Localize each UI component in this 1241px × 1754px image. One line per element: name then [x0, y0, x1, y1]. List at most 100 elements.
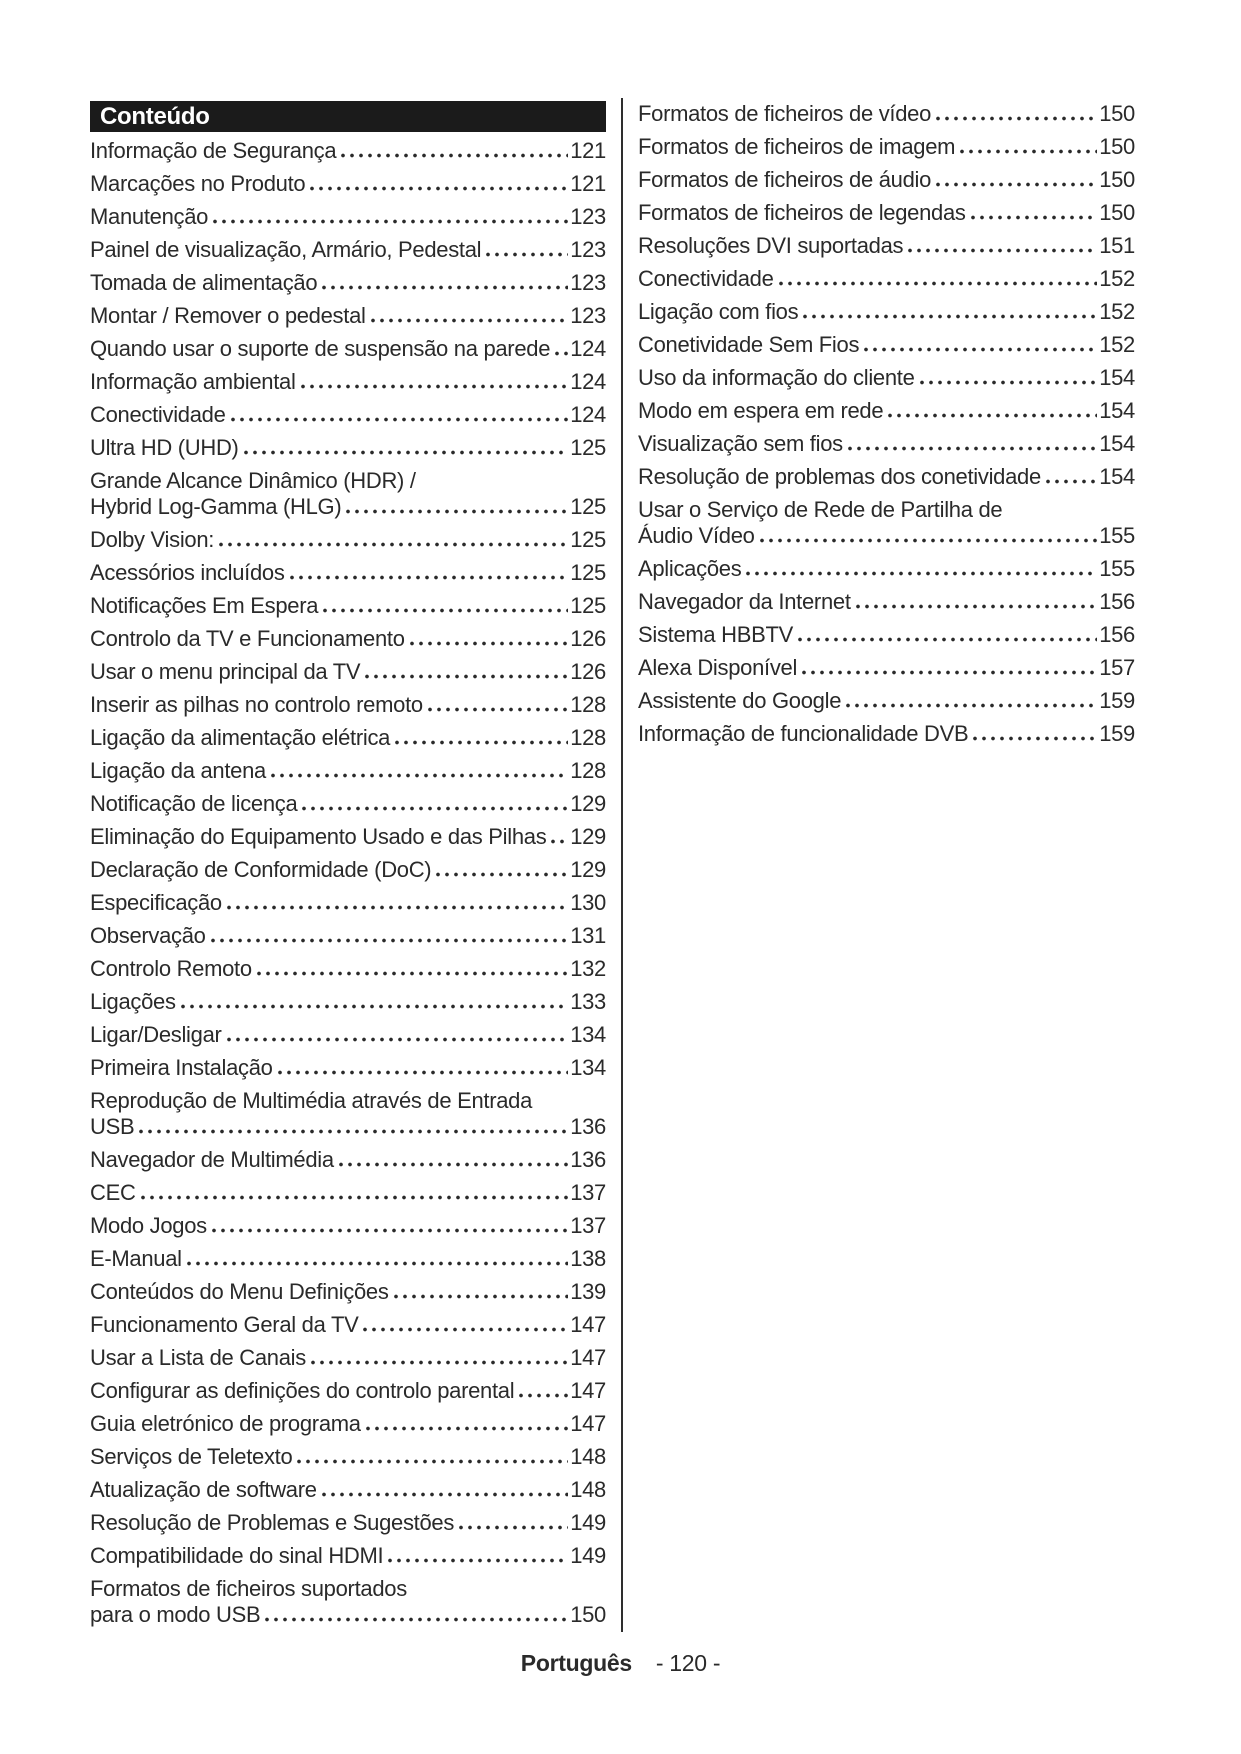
toc-entry-title: Uso da informação do cliente [638, 365, 915, 390]
toc-entry: Hybrid Log-Gamma (HLG) 125 [90, 493, 606, 520]
toc-entry-title: Aplicações [638, 556, 742, 581]
toc-leader-dots [363, 1327, 569, 1332]
toc-entry-page: 125 [570, 435, 606, 460]
toc-column-right: Formatos de ficheiros de vídeo 150 Formato… [638, 100, 1135, 753]
toc-entry-title: Observação [90, 923, 206, 948]
toc-entry-page: 129 [570, 824, 606, 849]
toc-entry: Grande Alcance Dinâmico (HDR) / [90, 467, 606, 494]
toc-entry-page: 147 [570, 1312, 606, 1337]
toc-leader-dots [289, 575, 569, 580]
page-footer: Português - 120 - [0, 1650, 1241, 1677]
toc-entry-page: 156 [1099, 622, 1135, 647]
toc-leader-dots [210, 938, 569, 943]
toc-entry: Declaração de Conformidade (DoC) 129 [90, 856, 606, 883]
toc-entry-page: 121 [570, 138, 606, 163]
toc-entry: Usar o Serviço de Rede de Partilha de [638, 496, 1135, 523]
toc-entry-title: Ligações [90, 989, 176, 1014]
toc-entry: Ligações 133 [90, 988, 606, 1015]
toc-leader-dots [211, 1228, 569, 1233]
toc-entry-page: 149 [570, 1543, 606, 1568]
toc-leader-dots [219, 542, 569, 547]
toc-entry-page: 123 [570, 237, 606, 262]
toc-entry-title: Usar o menu principal da TV [90, 659, 361, 684]
toc-entry: Formatos de ficheiros de vídeo 150 [638, 100, 1135, 127]
toc-leader-dots [960, 149, 1098, 154]
toc-leader-dots [847, 446, 1098, 451]
toc-entry-page: 125 [570, 560, 606, 585]
toc-leader-dots [519, 1393, 569, 1398]
toc-entry-title: Grande Alcance Dinâmico (HDR) / [90, 468, 416, 493]
toc-entry: Ligação da antena 128 [90, 757, 606, 784]
toc-leader-dots [322, 285, 569, 290]
toc-entry-page: 128 [570, 692, 606, 717]
toc-leader-dots [427, 707, 569, 712]
toc-entry-page: 123 [570, 303, 606, 328]
toc-entry-page: 132 [570, 956, 606, 981]
toc-leader-dots [310, 186, 569, 191]
toc-entry-page: 136 [570, 1114, 606, 1139]
toc-entry-title: Formatos de ficheiros de vídeo [638, 101, 932, 126]
toc-entry-title: Hybrid Log-Gamma (HLG) [90, 494, 342, 519]
toc-entry-title: Primeira Instalação [90, 1055, 273, 1080]
toc-entry-page: 130 [570, 890, 606, 915]
toc-entry-page: 155 [1099, 523, 1135, 548]
toc-leader-dots [759, 538, 1098, 543]
toc-entry-page: 152 [1099, 299, 1135, 324]
toc-entry-page: 137 [570, 1180, 606, 1205]
toc-entry: Resoluções DVI suportadas 151 [638, 232, 1135, 259]
toc-entry-page: 138 [570, 1246, 606, 1271]
toc-header-bar: Conteúdo [90, 101, 606, 132]
toc-entry-title: Montar / Remover o pedestal [90, 303, 366, 328]
toc-entry-title: Resoluções DVI suportadas [638, 233, 904, 258]
toc-entry-page: 154 [1099, 398, 1135, 423]
toc-entry-page: 139 [570, 1279, 606, 1304]
toc-leader-dots [778, 281, 1098, 286]
toc-entry: Marcações no Produto 121 [90, 170, 606, 197]
toc-leader-dots [226, 1037, 569, 1042]
toc-entry-page: 137 [570, 1213, 606, 1238]
toc-entry: Conectividade 152 [638, 265, 1135, 292]
toc-entry-page: 124 [570, 369, 606, 394]
toc-leader-dots [908, 248, 1098, 253]
toc-leader-dots [213, 219, 569, 224]
toc-entry-title: Navegador da Internet [638, 589, 851, 614]
toc-entry-title: Informação ambiental [90, 369, 296, 394]
toc-entry-page: 136 [570, 1147, 606, 1172]
toc-entry: Especificação 130 [90, 889, 606, 916]
toc-entry-title: Informação de funcionalidade DVB [638, 721, 969, 746]
toc-entry-title: Informação de Segurança [90, 138, 337, 163]
toc-leader-dots [277, 1070, 569, 1075]
toc-leader-dots [297, 1459, 569, 1464]
toc-entry-title: Áudio Vídeo [638, 523, 755, 548]
toc-entry-title: Conectividade [90, 402, 226, 427]
toc-leader-dots [459, 1525, 569, 1530]
toc-entry-page: 125 [570, 527, 606, 552]
toc-entry: Compatibilidade do sinal HDMI 149 [90, 1542, 606, 1569]
toc-entry: Manutenção 123 [90, 203, 606, 230]
toc-entry-title: Navegador de Multimédia [90, 1147, 334, 1172]
toc-entry: Aplicações 155 [638, 555, 1135, 582]
toc-entry: Usar a Lista de Canais 147 [90, 1344, 606, 1371]
toc-entry-title: Ligar/Desligar [90, 1022, 222, 1047]
toc-leader-dots [388, 1558, 569, 1563]
toc-entry-page: 151 [1099, 233, 1135, 258]
toc-entry: Inserir as pilhas no controlo remoto 128 [90, 691, 606, 718]
toc-entry-page: 154 [1099, 365, 1135, 390]
toc-entry: Assistente do Google 159 [638, 687, 1135, 714]
toc-entry: Ultra HD (UHD) 125 [90, 434, 606, 461]
column-divider [621, 98, 623, 1632]
toc-leader-dots [1045, 479, 1098, 484]
toc-entry-title: USB [90, 1114, 135, 1139]
toc-leader-dots [973, 736, 1098, 741]
toc-entry-title: para o modo USB [90, 1602, 261, 1627]
toc-entry: USB 136 [90, 1113, 606, 1140]
toc-entry-title: Modo Jogos [90, 1213, 207, 1238]
toc-entry: Funcionamento Geral da TV 147 [90, 1311, 606, 1338]
toc-entry-page: 131 [570, 923, 606, 948]
toc-entry-page: 123 [570, 270, 606, 295]
toc-entry-title: Formatos de ficheiros de áudio [638, 167, 932, 192]
toc-entry: Atualização de software 148 [90, 1476, 606, 1503]
toc-entry-title: Resolução de Problemas e Sugestões [90, 1510, 455, 1535]
toc-entry: Resolução de Problemas e Sugestões 149 [90, 1509, 606, 1536]
toc-entry-title: Configurar as definições do controlo par… [90, 1378, 515, 1403]
